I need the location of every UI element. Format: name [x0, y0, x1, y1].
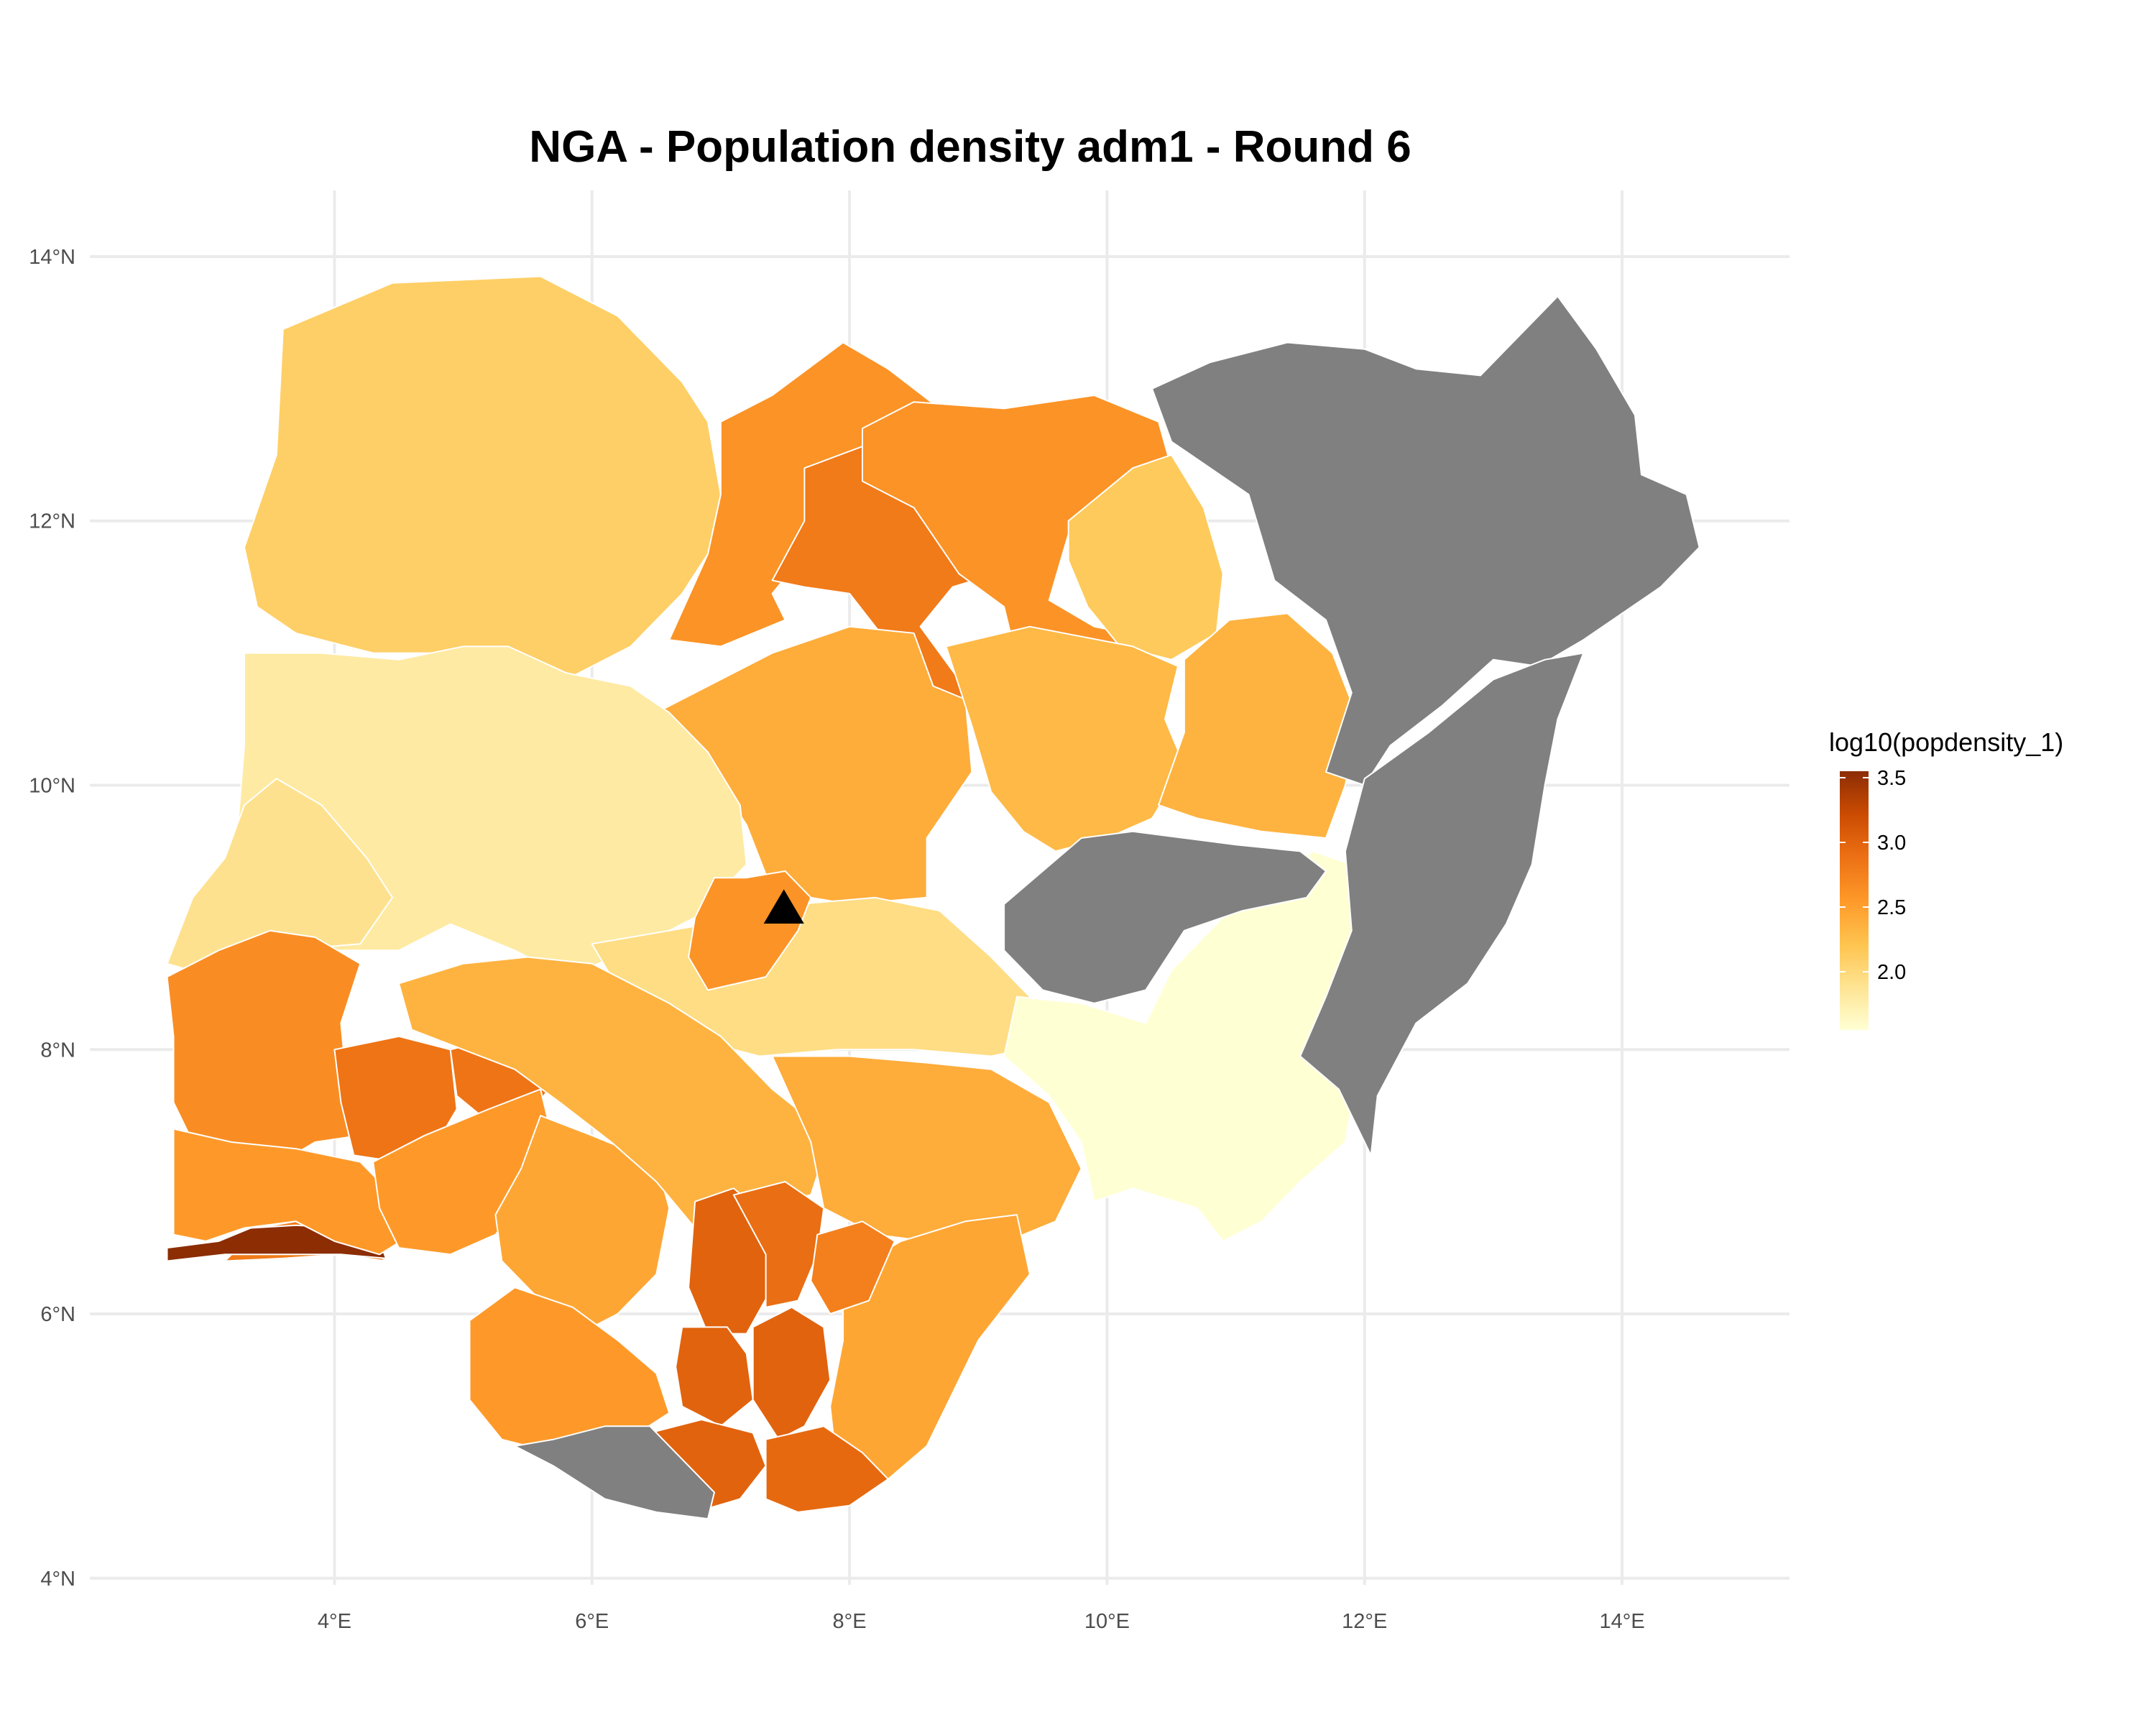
legend-label: 3.0 [1877, 832, 1906, 855]
legend-label: 2.5 [1877, 896, 1906, 919]
legend-colorbar [1840, 771, 1869, 1030]
region-3 [862, 395, 1172, 674]
region-no-data [514, 1425, 715, 1520]
region-26 [810, 1220, 895, 1315]
region-15 [172, 1128, 413, 1256]
legend: log10(popdensity_1) 3.5 3.0 2.5 2.0 [1829, 727, 2063, 1030]
region-no-data [1151, 295, 1700, 786]
region-no-data [1003, 830, 1327, 1004]
region-20 [469, 1287, 671, 1454]
region-no-data [1299, 652, 1585, 1156]
y-tick-label: 8°N [40, 1039, 75, 1062]
map-regions [166, 275, 1700, 1520]
region-28 [752, 1306, 831, 1440]
region-30 [765, 1425, 889, 1513]
region-23 [829, 1214, 1031, 1480]
x-axis-labels: 4°E 6°E 8°E 10°E 12°E 14°E [318, 1610, 1645, 1633]
x-tick-label: 4°E [318, 1610, 351, 1633]
region-25 [732, 1181, 825, 1308]
y-tick-label: 4°N [40, 1568, 75, 1591]
y-tick-label: 6°N [40, 1303, 75, 1326]
x-tick-label: 12°E [1342, 1610, 1387, 1633]
legend-ticks: 3.5 3.0 2.5 2.0 [1840, 767, 1906, 984]
legend-label: 3.5 [1877, 767, 1906, 790]
x-tick-label: 6°E [575, 1610, 609, 1633]
region-6 [945, 625, 1185, 852]
region-7 [1158, 612, 1359, 839]
chart-title: NGA - Population density adm1 - Round 6 [529, 122, 1411, 172]
region-0 [244, 275, 722, 681]
x-tick-label: 10°E [1084, 1610, 1130, 1633]
marker-layer [763, 889, 804, 924]
x-tick-label: 8°E [833, 1610, 867, 1633]
y-axis-labels: 4°N 6°N 8°N 10°N 12°N 14°N [29, 246, 75, 1591]
capital-marker-triangle [763, 889, 804, 924]
y-tick-label: 12°N [29, 510, 75, 533]
legend-title: log10(popdensity_1) [1829, 727, 2063, 757]
x-tick-label: 14°E [1599, 1610, 1644, 1633]
y-tick-label: 14°N [29, 246, 75, 269]
region-31 [1003, 850, 1365, 1242]
legend-label: 2.0 [1877, 961, 1906, 984]
region-27 [675, 1326, 754, 1427]
y-tick-label: 10°N [29, 774, 75, 797]
